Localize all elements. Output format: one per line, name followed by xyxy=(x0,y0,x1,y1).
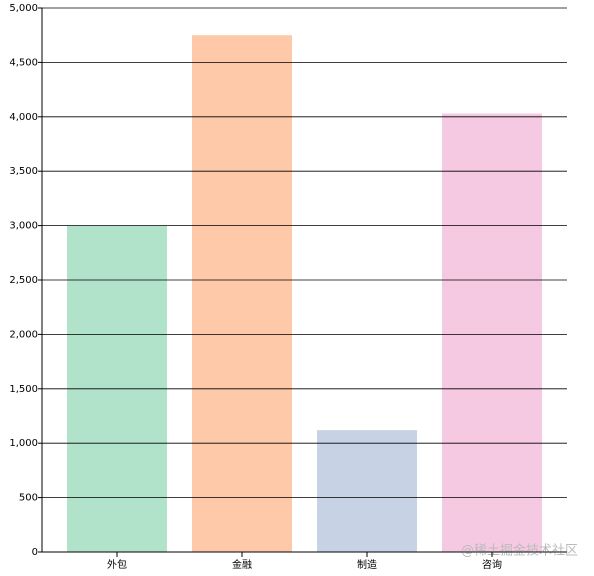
x-tick-label: 外包 xyxy=(107,558,127,571)
y-tick-label: 0 xyxy=(32,547,38,558)
watermark: @稀土掘金技术社区 xyxy=(461,543,578,559)
x-tick-label: 制造 xyxy=(357,558,377,571)
bar xyxy=(442,113,542,552)
y-tick-label: 5,000 xyxy=(9,3,38,14)
x-tick-label: 咨询 xyxy=(482,558,502,571)
y-tick-label: 500 xyxy=(19,493,38,504)
bar xyxy=(192,35,292,552)
y-tick-label: 2,500 xyxy=(9,275,38,286)
y-tick-label: 3,500 xyxy=(9,166,38,177)
y-tick-label: 4,000 xyxy=(9,112,38,123)
y-tick-label: 4,500 xyxy=(9,57,38,68)
y-tick-label: 2,000 xyxy=(9,329,38,340)
y-tick-label: 1,000 xyxy=(9,438,38,449)
x-tick-label: 金融 xyxy=(232,558,252,571)
y-tick-label: 3,000 xyxy=(9,221,38,232)
bar xyxy=(317,430,417,552)
y-tick-label: 1,500 xyxy=(9,384,38,395)
